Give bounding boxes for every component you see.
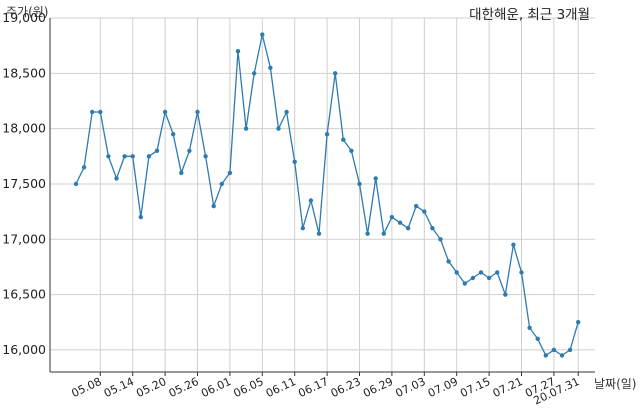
data-point [154,148,160,153]
data-point [462,281,467,286]
data-point [162,109,168,115]
x-tick-label: 06.23 [329,375,363,400]
data-point [381,231,386,236]
data-point [341,137,346,142]
x-tick-label: 05.14 [102,375,136,400]
data-point [227,170,233,176]
data-point [389,214,395,220]
x-tick-label: 06.29 [361,375,395,400]
data-point [511,242,516,247]
data-point [543,353,548,358]
y-tick-label: 17,500 [2,176,46,191]
x-tick-label: 06.11 [264,375,298,400]
data-point [276,126,281,131]
data-point [203,154,208,159]
y-tick-label: 17,000 [2,231,46,246]
data-point [535,336,540,341]
data-point [454,270,459,275]
data-point [106,154,111,159]
data-point [422,209,427,214]
x-tick-label: 07.15 [458,375,492,400]
data-point [324,132,330,137]
x-tick-label: 05.08 [70,375,104,400]
data-point [219,181,224,187]
data-point [316,231,322,236]
data-point [567,347,573,353]
data-point [357,181,362,187]
data-point [146,154,152,159]
data-point [430,226,435,231]
data-point [478,270,484,275]
data-point [243,126,249,131]
data-point [414,203,419,209]
data-point [122,154,127,159]
data-point [519,270,524,275]
y-tick-label: 16,000 [2,342,46,357]
x-axis-label: 날짜(일) [594,377,636,391]
data-point [90,109,95,115]
x-tick-label: 06.05 [232,375,266,400]
data-point [333,71,338,76]
data-point [130,154,135,159]
x-tick-label: 07.03 [394,375,428,400]
chart-title: 대한해운, 최근 3개월 [469,7,590,23]
x-tick-label: 07.09 [426,375,460,400]
x-tick-labels: 05.0805.1405.2005.2606.0106.0506.1106.17… [70,372,581,407]
data-point [195,109,200,115]
data-points [73,32,581,358]
data-point [211,203,216,209]
data-point [438,237,443,242]
data-point [268,65,273,71]
data-point [81,165,87,170]
data-point [284,109,289,115]
data-point [179,170,184,176]
x-tick-label: 07.21 [491,375,525,400]
data-point [308,198,314,203]
data-point [98,109,103,115]
y-tick-label: 19,000 [2,10,46,25]
data-point [292,159,297,164]
data-point [365,231,370,236]
data-point [73,181,79,187]
y-tick-label: 16,500 [2,287,46,302]
x-tick-label: 06.17 [296,375,330,400]
x-tick-label: 06.01 [199,375,233,400]
data-point [397,220,403,225]
data-point [486,275,492,281]
data-point [373,176,378,181]
data-point [576,320,581,325]
data-point [446,259,451,264]
data-point [503,292,508,297]
grid [50,17,595,372]
data-point [252,71,257,76]
y-axis-label: 주가(원) [6,5,48,19]
data-point [405,226,411,231]
data-point [349,148,354,153]
y-tick-label: 18,000 [2,121,46,136]
data-point [300,226,305,231]
data-point [187,148,192,153]
data-point [138,214,143,220]
data-point [551,347,557,353]
data-point [559,353,565,358]
data-point [470,275,476,281]
x-tick-label: 05.26 [167,375,201,400]
data-point [235,49,241,54]
data-point [527,325,532,330]
data-point [495,270,500,275]
y-tick-labels: 16,000 16,500 17,000 17,500 18,000 18,500 19,0… [2,10,46,357]
x-tick-label: 05.20 [134,375,168,400]
data-point [171,132,176,137]
y-tick-label: 18,500 [2,65,46,80]
axes [49,18,595,373]
data-point [114,176,119,181]
data-point [260,32,265,37]
